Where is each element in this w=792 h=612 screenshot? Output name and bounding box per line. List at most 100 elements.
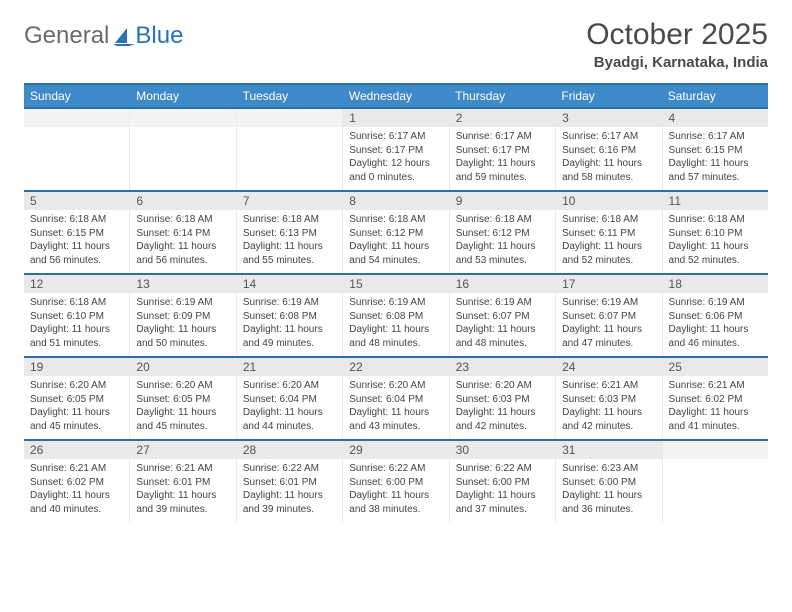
cell-body: Sunrise: 6:17 AMSunset: 6:15 PMDaylight:… <box>663 127 768 190</box>
daylight-text: Daylight: 11 hours and 37 minutes. <box>456 489 549 516</box>
daylight-text: Daylight: 11 hours and 58 minutes. <box>562 157 655 184</box>
daylight-text: Daylight: 11 hours and 48 minutes. <box>456 323 549 350</box>
cell-body: Sunrise: 6:17 AMSunset: 6:16 PMDaylight:… <box>556 127 661 190</box>
sunrise-text: Sunrise: 6:20 AM <box>30 379 123 393</box>
sunrise-text: Sunrise: 6:20 AM <box>349 379 442 393</box>
sunset-text: Sunset: 6:01 PM <box>136 476 229 490</box>
sunrise-text: Sunrise: 6:19 AM <box>456 296 549 310</box>
calendar-cell: 31Sunrise: 6:23 AMSunset: 6:00 PMDayligh… <box>555 441 661 522</box>
cell-body: Sunrise: 6:19 AMSunset: 6:06 PMDaylight:… <box>663 293 768 356</box>
day-number: 21 <box>237 358 342 376</box>
cell-body: Sunrise: 6:20 AMSunset: 6:05 PMDaylight:… <box>24 376 129 439</box>
cell-body: Sunrise: 6:17 AMSunset: 6:17 PMDaylight:… <box>450 127 555 190</box>
calendar-cell: 15Sunrise: 6:19 AMSunset: 6:08 PMDayligh… <box>342 275 448 356</box>
day-header-row: Sunday Monday Tuesday Wednesday Thursday… <box>24 85 768 107</box>
day-number: 1 <box>343 109 448 127</box>
cell-body: Sunrise: 6:22 AMSunset: 6:01 PMDaylight:… <box>237 459 342 522</box>
cell-body: Sunrise: 6:19 AMSunset: 6:08 PMDaylight:… <box>237 293 342 356</box>
cell-body: Sunrise: 6:20 AMSunset: 6:03 PMDaylight:… <box>450 376 555 439</box>
day-number <box>663 441 768 459</box>
daylight-text: Daylight: 11 hours and 55 minutes. <box>243 240 336 267</box>
calendar-cell: 13Sunrise: 6:19 AMSunset: 6:09 PMDayligh… <box>129 275 235 356</box>
daylight-text: Daylight: 11 hours and 52 minutes. <box>669 240 762 267</box>
sunrise-text: Sunrise: 6:20 AM <box>136 379 229 393</box>
calendar-cell: 1Sunrise: 6:17 AMSunset: 6:17 PMDaylight… <box>342 109 448 190</box>
sunrise-text: Sunrise: 6:21 AM <box>30 462 123 476</box>
sunrise-text: Sunrise: 6:19 AM <box>669 296 762 310</box>
cell-body: Sunrise: 6:18 AMSunset: 6:10 PMDaylight:… <box>24 293 129 356</box>
calendar-cell: 6Sunrise: 6:18 AMSunset: 6:14 PMDaylight… <box>129 192 235 273</box>
calendar-cell: 5Sunrise: 6:18 AMSunset: 6:15 PMDaylight… <box>24 192 129 273</box>
sunrise-text: Sunrise: 6:23 AM <box>562 462 655 476</box>
sunrise-text: Sunrise: 6:17 AM <box>349 130 442 144</box>
calendar-cell: 22Sunrise: 6:20 AMSunset: 6:04 PMDayligh… <box>342 358 448 439</box>
sunset-text: Sunset: 6:03 PM <box>562 393 655 407</box>
sunset-text: Sunset: 6:05 PM <box>30 393 123 407</box>
day-number: 25 <box>663 358 768 376</box>
day-number: 10 <box>556 192 661 210</box>
sunset-text: Sunset: 6:00 PM <box>349 476 442 490</box>
calendar-cell: 2Sunrise: 6:17 AMSunset: 6:17 PMDaylight… <box>449 109 555 190</box>
sunset-text: Sunset: 6:07 PM <box>456 310 549 324</box>
sunrise-text: Sunrise: 6:19 AM <box>349 296 442 310</box>
header: General Blue October 2025 Byadgi, Karnat… <box>24 18 768 71</box>
day-number <box>130 109 235 127</box>
daylight-text: Daylight: 11 hours and 41 minutes. <box>669 406 762 433</box>
dayhead-sunday: Sunday <box>24 85 130 107</box>
sunset-text: Sunset: 6:11 PM <box>562 227 655 241</box>
day-number: 18 <box>663 275 768 293</box>
sunrise-text: Sunrise: 6:18 AM <box>456 213 549 227</box>
week-row: 1Sunrise: 6:17 AMSunset: 6:17 PMDaylight… <box>24 107 768 190</box>
dayhead-saturday: Saturday <box>662 85 768 107</box>
calendar-cell: 8Sunrise: 6:18 AMSunset: 6:12 PMDaylight… <box>342 192 448 273</box>
daylight-text: Daylight: 11 hours and 47 minutes. <box>562 323 655 350</box>
daylight-text: Daylight: 11 hours and 36 minutes. <box>562 489 655 516</box>
calendar-cell: 19Sunrise: 6:20 AMSunset: 6:05 PMDayligh… <box>24 358 129 439</box>
calendar-cell: 24Sunrise: 6:21 AMSunset: 6:03 PMDayligh… <box>555 358 661 439</box>
day-number: 26 <box>24 441 129 459</box>
sunrise-text: Sunrise: 6:17 AM <box>562 130 655 144</box>
calendar-cell: 3Sunrise: 6:17 AMSunset: 6:16 PMDaylight… <box>555 109 661 190</box>
sunset-text: Sunset: 6:14 PM <box>136 227 229 241</box>
sunset-text: Sunset: 6:04 PM <box>243 393 336 407</box>
calendar-cell: 7Sunrise: 6:18 AMSunset: 6:13 PMDaylight… <box>236 192 342 273</box>
calendar-cell <box>236 109 342 190</box>
day-number: 19 <box>24 358 129 376</box>
cell-body: Sunrise: 6:19 AMSunset: 6:07 PMDaylight:… <box>450 293 555 356</box>
logo-sail-icon <box>113 26 135 46</box>
sunrise-text: Sunrise: 6:18 AM <box>349 213 442 227</box>
calendar-cell: 26Sunrise: 6:21 AMSunset: 6:02 PMDayligh… <box>24 441 129 522</box>
cell-body: Sunrise: 6:19 AMSunset: 6:09 PMDaylight:… <box>130 293 235 356</box>
calendar-cell: 25Sunrise: 6:21 AMSunset: 6:02 PMDayligh… <box>662 358 768 439</box>
day-number: 5 <box>24 192 129 210</box>
day-number <box>237 109 342 127</box>
month-title: October 2025 <box>586 18 768 52</box>
day-number: 20 <box>130 358 235 376</box>
cell-body: Sunrise: 6:19 AMSunset: 6:08 PMDaylight:… <box>343 293 448 356</box>
calendar-cell: 20Sunrise: 6:20 AMSunset: 6:05 PMDayligh… <box>129 358 235 439</box>
cell-body: Sunrise: 6:17 AMSunset: 6:17 PMDaylight:… <box>343 127 448 190</box>
cell-body: Sunrise: 6:21 AMSunset: 6:01 PMDaylight:… <box>130 459 235 522</box>
calendar-cell: 30Sunrise: 6:22 AMSunset: 6:00 PMDayligh… <box>449 441 555 522</box>
daylight-text: Daylight: 11 hours and 46 minutes. <box>669 323 762 350</box>
daylight-text: Daylight: 11 hours and 56 minutes. <box>136 240 229 267</box>
title-block: October 2025 Byadgi, Karnataka, India <box>586 18 768 71</box>
sunset-text: Sunset: 6:08 PM <box>349 310 442 324</box>
daylight-text: Daylight: 11 hours and 48 minutes. <box>349 323 442 350</box>
day-number: 13 <box>130 275 235 293</box>
calendar-cell: 9Sunrise: 6:18 AMSunset: 6:12 PMDaylight… <box>449 192 555 273</box>
sunrise-text: Sunrise: 6:18 AM <box>562 213 655 227</box>
sunset-text: Sunset: 6:12 PM <box>349 227 442 241</box>
day-number: 31 <box>556 441 661 459</box>
sunset-text: Sunset: 6:13 PM <box>243 227 336 241</box>
dayhead-thursday: Thursday <box>449 85 555 107</box>
day-number: 9 <box>450 192 555 210</box>
cell-body: Sunrise: 6:19 AMSunset: 6:07 PMDaylight:… <box>556 293 661 356</box>
day-number: 4 <box>663 109 768 127</box>
week-row: 12Sunrise: 6:18 AMSunset: 6:10 PMDayligh… <box>24 273 768 356</box>
day-number: 28 <box>237 441 342 459</box>
daylight-text: Daylight: 11 hours and 44 minutes. <box>243 406 336 433</box>
calendar-cell: 16Sunrise: 6:19 AMSunset: 6:07 PMDayligh… <box>449 275 555 356</box>
brand-part2: Blue <box>135 22 183 50</box>
cell-body: Sunrise: 6:18 AMSunset: 6:13 PMDaylight:… <box>237 210 342 273</box>
